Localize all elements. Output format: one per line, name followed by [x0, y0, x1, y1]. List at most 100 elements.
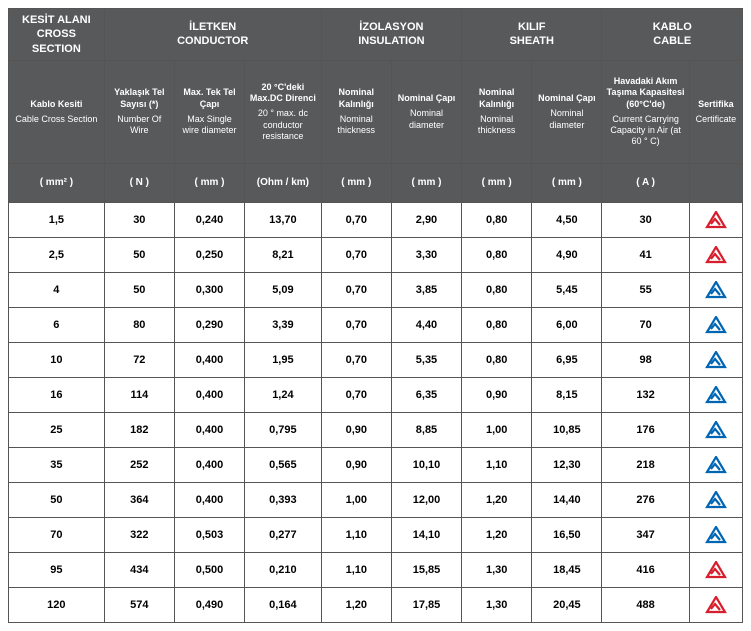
column-header: 20 °C'deki Max.DC Direnci20 ° max. dc co… [245, 60, 322, 163]
data-cell: 416 [602, 552, 689, 587]
data-cell: 0,80 [462, 342, 532, 377]
data-cell: 0,500 [174, 552, 244, 587]
data-cell: 1,5 [9, 202, 105, 237]
data-cell: 0,240 [174, 202, 244, 237]
data-cell: 3,30 [391, 237, 461, 272]
table-row: 10720,4001,950,705,350,806,9598 [9, 342, 743, 377]
certificate-icon [689, 517, 742, 552]
data-cell: 1,30 [462, 552, 532, 587]
column-header: SertifikaCertificate [689, 60, 742, 163]
certificate-icon [689, 447, 742, 482]
group-header: KESİT ALANICROSS SECTION [9, 9, 105, 61]
data-cell: 6,35 [391, 377, 461, 412]
data-cell: 114 [104, 377, 174, 412]
certificate-icon [689, 412, 742, 447]
table-row: 954340,5000,2101,1015,851,3018,45416 [9, 552, 743, 587]
data-cell: 13,70 [245, 202, 322, 237]
data-cell: 3,39 [245, 307, 322, 342]
data-cell: 0,400 [174, 377, 244, 412]
data-cell: 0,393 [245, 482, 322, 517]
data-cell: 0,400 [174, 482, 244, 517]
data-cell: 20,45 [532, 587, 602, 622]
group-header: KABLOCABLE [602, 9, 743, 61]
data-cell: 0,80 [462, 202, 532, 237]
data-cell: 5,09 [245, 272, 322, 307]
table-row: 1,5300,24013,700,702,900,804,5030 [9, 202, 743, 237]
data-cell: 30 [602, 202, 689, 237]
certificate-icon [689, 307, 742, 342]
certificate-icon [689, 482, 742, 517]
unit-cell: ( mm ) [391, 163, 461, 202]
unit-cell: (Ohm / km) [245, 163, 322, 202]
data-cell: 0,210 [245, 552, 322, 587]
data-cell: 3,85 [391, 272, 461, 307]
data-cell: 0,400 [174, 447, 244, 482]
data-cell: 30 [104, 202, 174, 237]
table-body: 1,5300,24013,700,702,900,804,50302,5500,… [9, 202, 743, 622]
data-cell: 1,10 [321, 517, 391, 552]
data-cell: 1,30 [462, 587, 532, 622]
column-header: Max. Tek Tel ÇapıMax Single wire diamete… [174, 60, 244, 163]
column-header: Nominal ÇapıNominal diameter [391, 60, 461, 163]
data-cell: 8,21 [245, 237, 322, 272]
table-row: 703220,5030,2771,1014,101,2016,50347 [9, 517, 743, 552]
data-cell: 0,795 [245, 412, 322, 447]
table-row: 1205740,4900,1641,2017,851,3020,45488 [9, 587, 743, 622]
unit-cell: ( mm² ) [9, 163, 105, 202]
data-cell: 120 [9, 587, 105, 622]
unit-cell: ( mm ) [321, 163, 391, 202]
data-cell: 25 [9, 412, 105, 447]
data-cell: 0,300 [174, 272, 244, 307]
column-header: Kablo KesitiCable Cross Section [9, 60, 105, 163]
group-header: İLETKENCONDUCTOR [104, 9, 321, 61]
data-cell: 347 [602, 517, 689, 552]
data-cell: 0,290 [174, 307, 244, 342]
table-row: 2,5500,2508,210,703,300,804,9041 [9, 237, 743, 272]
data-cell: 0,164 [245, 587, 322, 622]
data-cell: 10,10 [391, 447, 461, 482]
cable-spec-table: KESİT ALANICROSS SECTIONİLETKENCONDUCTOR… [8, 8, 743, 623]
data-cell: 252 [104, 447, 174, 482]
data-cell: 488 [602, 587, 689, 622]
data-cell: 17,85 [391, 587, 461, 622]
certificate-icon [689, 342, 742, 377]
certificate-icon [689, 552, 742, 587]
data-cell: 0,80 [462, 307, 532, 342]
column-header: Nominal KalınlığıNominal thickness [321, 60, 391, 163]
unit-cell: ( mm ) [532, 163, 602, 202]
data-cell: 364 [104, 482, 174, 517]
data-cell: 1,10 [462, 447, 532, 482]
group-header: KILIFSHEATH [462, 9, 602, 61]
data-cell: 10 [9, 342, 105, 377]
data-cell: 182 [104, 412, 174, 447]
sub-header-row: Kablo KesitiCable Cross SectionYaklaşık … [9, 60, 743, 163]
data-cell: 0,400 [174, 412, 244, 447]
data-cell: 55 [602, 272, 689, 307]
data-cell: 35 [9, 447, 105, 482]
data-cell: 1,00 [462, 412, 532, 447]
data-cell: 0,490 [174, 587, 244, 622]
data-cell: 0,80 [462, 272, 532, 307]
data-cell: 4,50 [532, 202, 602, 237]
data-cell: 8,15 [532, 377, 602, 412]
column-header: Havadaki Akım Taşıma Kapasitesi (60°C'de… [602, 60, 689, 163]
data-cell: 0,503 [174, 517, 244, 552]
unit-cell [689, 163, 742, 202]
data-cell: 1,24 [245, 377, 322, 412]
data-cell: 8,85 [391, 412, 461, 447]
column-header: Nominal KalınlığıNominal thickness [462, 60, 532, 163]
certificate-icon [689, 377, 742, 412]
data-cell: 218 [602, 447, 689, 482]
data-cell: 95 [9, 552, 105, 587]
data-cell: 15,85 [391, 552, 461, 587]
data-cell: 276 [602, 482, 689, 517]
group-header: İZOLASYONINSULATION [321, 9, 461, 61]
data-cell: 4,90 [532, 237, 602, 272]
data-cell: 0,70 [321, 272, 391, 307]
data-cell: 12,00 [391, 482, 461, 517]
data-cell: 70 [9, 517, 105, 552]
unit-cell: ( A ) [602, 163, 689, 202]
table-row: 6800,2903,390,704,400,806,0070 [9, 307, 743, 342]
data-cell: 50 [104, 237, 174, 272]
table-row: 503640,4000,3931,0012,001,2014,40276 [9, 482, 743, 517]
